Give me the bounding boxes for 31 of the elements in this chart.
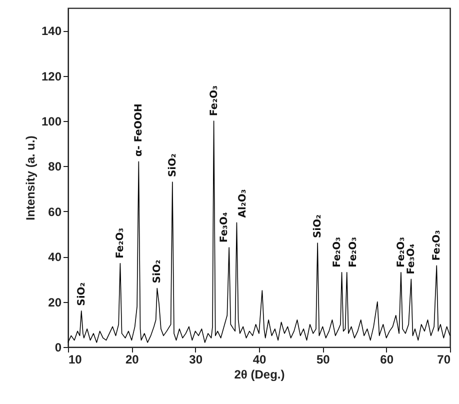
x-tick-label: 60 (380, 352, 394, 366)
x-tick-label: 50 (316, 352, 330, 366)
annotation: Fe₂O₃ (332, 236, 343, 268)
y-tick-label: 100 (41, 114, 62, 128)
x-tick-label: 40 (252, 352, 266, 366)
annotation: Fe₂O₃ (115, 228, 126, 258)
annotation: Fe₂O₃ (432, 230, 443, 261)
annotation: Fe₂O₃ (208, 86, 220, 116)
y-tick-label: 40 (48, 250, 62, 264)
annotation: SiO₂ (76, 282, 88, 306)
x-tick-label: 30 (189, 352, 203, 366)
x-axis-title: 2θ (Deg.) (234, 368, 285, 382)
annotation: SiO₂ (167, 154, 178, 178)
x-tick-label: 20 (125, 352, 140, 366)
y-tick-label: 60 (48, 204, 62, 219)
annotation: Fe₂O₃ (396, 236, 407, 268)
annotation: Fe₃O₄ (219, 212, 230, 243)
annotation: Fe₂O₃ (348, 236, 359, 268)
annotation: SiO₂ (312, 214, 324, 238)
x-tick-label: 10 (68, 352, 82, 366)
annotation: Fe₃O₄ (406, 244, 418, 274)
y-tick-label: 80 (48, 160, 62, 174)
y-axis-title: Intensity (a. u.) (23, 136, 38, 220)
annotation: SiO₂ (152, 260, 164, 284)
y-tick-label: 120 (41, 69, 62, 84)
annotation: α- FeOOH (134, 104, 145, 157)
x-tick-label: 70 (437, 352, 451, 366)
annotation: Al₂O₃ (238, 189, 249, 218)
y-tick-label: 140 (41, 24, 62, 38)
y-tick-label: 0 (54, 340, 62, 354)
y-tick-label: 20 (48, 295, 62, 310)
